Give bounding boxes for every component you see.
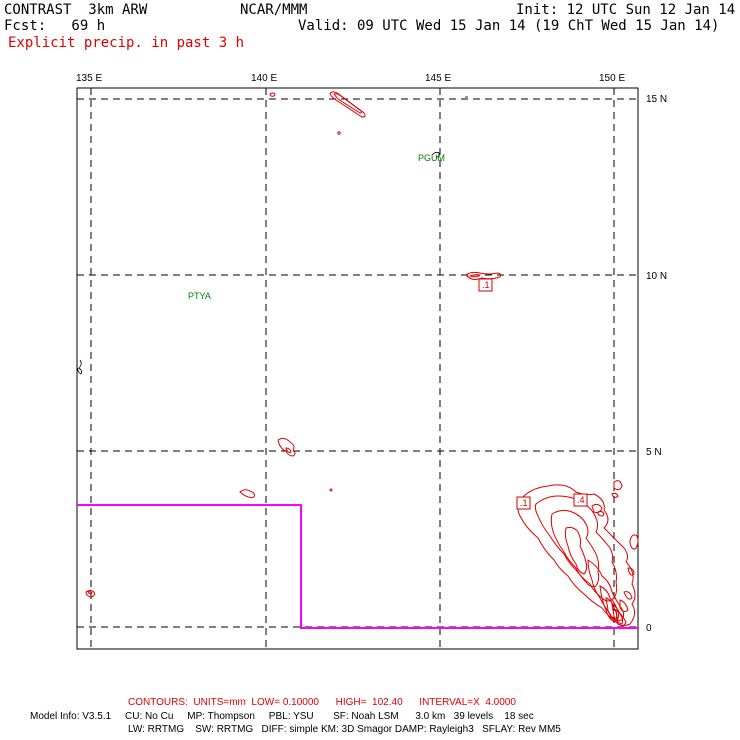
model-info-line-2: LW: RRTMG SW: RRTMG DIFF: simple KM: 3D … (128, 724, 561, 735)
lon-label-140e: 140 E (251, 73, 277, 84)
model-info-line-1: Model Info: V3.5.1 CU: No Cu MP: Thompso… (30, 711, 534, 722)
contour-cell-sw-inner (87, 591, 93, 595)
coastlines (77, 96, 468, 375)
contour-label-box-1 (478, 278, 493, 292)
contour-label-2: .1 (520, 498, 528, 508)
contour-se-cell-f (627, 567, 635, 576)
contour-speck-2 (329, 488, 333, 492)
contour-cell-5n-inner (285, 447, 292, 453)
contour-se-5 (587, 559, 625, 621)
lon-label-150e: 150 E (599, 73, 625, 84)
contour-se-outer (517, 484, 636, 627)
contour-cell-sw (85, 590, 96, 598)
field-title: Explicit precip. in past 3 h (8, 35, 245, 51)
contour-cell-4n (239, 489, 255, 498)
lat-label-15n: 15 N (646, 94, 667, 105)
contour-label-1: .1 (482, 280, 490, 290)
contours-legend: CONTOURS: UNITS=mm LOW= 0.10000 HIGH= 10… (128, 697, 516, 708)
contour-se-cell-e (629, 534, 639, 550)
station-pgum: PGUM (418, 153, 445, 163)
contour-se-9 (615, 608, 627, 627)
contour-speck-1 (337, 131, 341, 135)
contour-label-box-3 (573, 493, 588, 507)
contour-se-cell-a (591, 503, 603, 513)
contour-se-cell-g (623, 591, 633, 600)
map-frame (76, 87, 639, 650)
contour-se-cell-b (597, 510, 605, 517)
contour-label-box-2 (516, 496, 531, 510)
org-label: NCAR/MMM (240, 2, 308, 18)
island-guam-coast (431, 151, 440, 159)
contour-label-3: .4 (577, 495, 585, 505)
contour-se-2 (534, 495, 618, 602)
precip-contours (85, 91, 639, 627)
contour-se-cell-c (613, 480, 623, 491)
contour-cell-north (329, 91, 366, 118)
contour-cell-5n (277, 437, 296, 457)
contour-cell-10n-inner (468, 274, 481, 278)
lon-label-145e: 145 E (425, 73, 451, 84)
init-time: Init: 12 UTC Sun 12 Jan 14 (516, 2, 736, 18)
contour-labels: .1 .1 .4 (478, 278, 588, 510)
contour-se-10 (619, 599, 629, 613)
contour-se-4 (564, 527, 588, 575)
contour-se-cell-d (611, 492, 619, 499)
lon-label-135e: 135 E (76, 73, 102, 84)
contour-se-8 (611, 602, 624, 625)
station-ptya: PTYA (188, 291, 211, 301)
contour-se-3 (550, 509, 600, 587)
valid-time: Valid: 09 UTC Wed 15 Jan 14 (19 ChT Wed … (298, 18, 720, 34)
lat-label-0: 0 (646, 623, 652, 634)
island-palau-coast (77, 359, 83, 375)
contour-se-6 (599, 585, 619, 623)
graticule (77, 88, 638, 649)
model-title: CONTRAST 3km ARW (4, 2, 148, 18)
lat-label-10n: 10 N (646, 271, 667, 282)
contour-cell-north-inner (333, 93, 362, 114)
contour-cell-nw-small (269, 92, 276, 97)
nested-domain-outline (77, 504, 638, 629)
forecast-hour: Fcst: 69 h (4, 18, 106, 34)
lat-label-5n: 5 N (646, 447, 662, 458)
